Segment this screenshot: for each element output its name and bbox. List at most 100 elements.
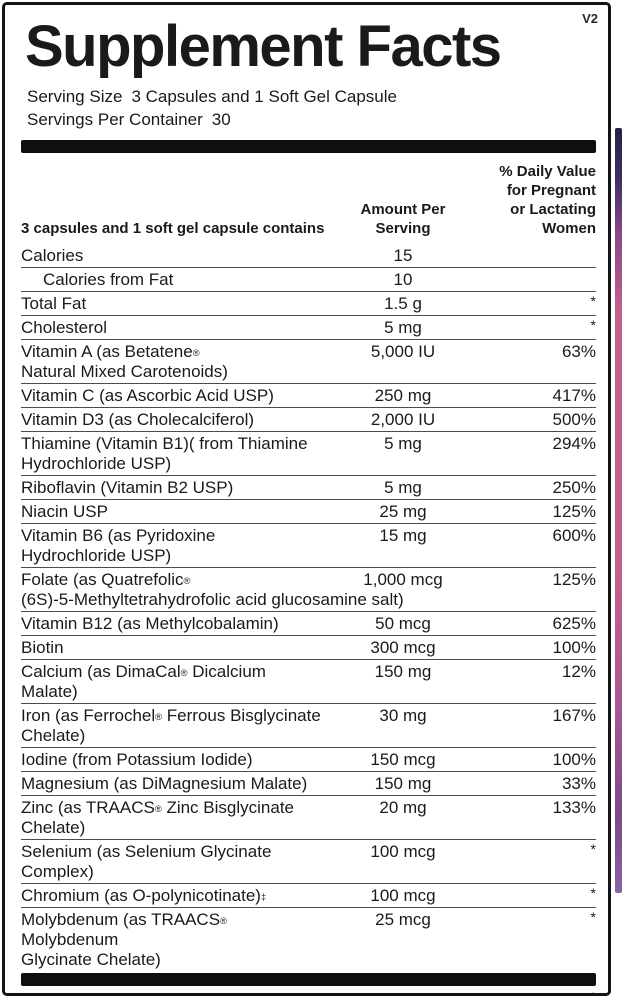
row-amount: 20 mg xyxy=(379,797,427,817)
table-column-headers: 3 capsules and 1 soft gel capsule contai… xyxy=(21,155,596,244)
row-daily-value: * xyxy=(590,884,596,901)
table-row: Total Fat 1.5 g * xyxy=(21,290,596,315)
row-amount: 5 mg xyxy=(384,477,422,497)
row-name: Vitamin B6 (as Pyridoxine Hydrochloride … xyxy=(21,525,216,565)
contains-column-header: 3 capsules and 1 soft gel capsule contai… xyxy=(21,219,325,237)
table-row: Calories from Fat 10 xyxy=(21,266,596,291)
table-row: Molybdenum (as TRAACS® Molybdenum 25 mcg… xyxy=(21,906,596,971)
row-name: Iron (as Ferrochel® Ferrous Bisglycinate… xyxy=(21,705,321,745)
facts-rows: Calories 15 Calories from Fat 10 Total F… xyxy=(21,244,596,993)
table-row: Biotin 300 mcg 100% xyxy=(21,634,596,659)
row-amount: 2,000 IU xyxy=(370,409,436,429)
table-row: Magnesium (as DiMagnesium Malate) 150 mg… xyxy=(21,770,596,795)
serving-size-value: 3 Capsules and 1 Soft Gel Capsule xyxy=(131,87,397,107)
serving-size-row: Serving Size 3 Capsules and 1 Soft Gel Ca… xyxy=(27,86,596,109)
row-name: Total Fat xyxy=(21,293,87,313)
row-name: Calories from Fat xyxy=(43,269,174,289)
row-amount: 15 xyxy=(393,245,413,265)
row-daily-value: 125% xyxy=(552,501,596,521)
supplement-facts-label: V2 Supplement Facts Serving Size 3 Capsul… xyxy=(2,2,611,996)
row-daily-value: 500% xyxy=(552,409,596,429)
row-name: Selenium (as Selenium Glycinate Complex) xyxy=(21,841,272,881)
row-name: Niacin USP xyxy=(21,501,108,521)
row-name: Vitamin B12 (as Methylcobalamin) xyxy=(21,613,279,633)
row-daily-value: 294% xyxy=(552,433,596,453)
table-row: Niacin USP 25 mg 125% xyxy=(21,498,596,523)
table-row: Cholesterol 5 mg * xyxy=(21,314,596,339)
serving-size-label: Serving Size xyxy=(27,87,123,107)
row-daily-value: * xyxy=(590,908,596,925)
table-row: Iron (as Ferrochel® Ferrous Bisglycinate… xyxy=(21,702,596,747)
row-amount: 150 mcg xyxy=(370,749,436,769)
row-amount: 5 mg xyxy=(384,317,422,337)
row-amount: 50 mcg xyxy=(375,613,431,633)
row-name-line2: (6S)-5-Methyltetrahydrofolic acid glucos… xyxy=(21,589,404,609)
header-top-bar xyxy=(21,140,596,154)
table-row: Zinc (as TRAACS® Zinc Bisglycinate Chela… xyxy=(21,794,596,839)
row-name: Thiamine (Vitamin B1)( from Thiamine xyxy=(21,433,308,453)
row-daily-value: * xyxy=(590,292,596,309)
row-amount: 580 mg xyxy=(328,990,478,993)
row-daily-value: * xyxy=(590,840,596,857)
row-daily-value: * xyxy=(590,316,596,333)
row-name: Iodine (from Potassium Iodide) xyxy=(21,749,253,769)
row-daily-value: 33% xyxy=(561,773,596,793)
row-amount: 250 mg xyxy=(374,385,432,405)
row-daily-value: 133% xyxy=(552,797,596,817)
table-row: Chromium (as O-polynicotinate)‡ 100 mcg … xyxy=(21,882,596,907)
table-row: Vitamin A (as Betatene® 5,000 IU 63% Nat… xyxy=(21,338,596,383)
row-amount: 150 mg xyxy=(374,661,432,681)
row-name: Vitamin D3 (as Cholecalciferol) xyxy=(21,409,255,429)
row-name: Calcium (as DimaCal® Dicalcium Malate) xyxy=(21,661,266,701)
row-amount: 1.5 g xyxy=(384,293,422,313)
table-row: Vitamin C (as Ascorbic Acid USP) 250 mg … xyxy=(21,382,596,407)
table-row: DHA (Docosahexaenoic Acid) 580 mg * xyxy=(21,988,596,993)
row-amount: 30 mg xyxy=(379,705,427,725)
row-amount: 1,000 mcg xyxy=(363,569,443,589)
servings-per-container-value: 30 xyxy=(211,110,231,130)
table-row: Folate (as Quatrefolic® 1,000 mcg 125% (… xyxy=(21,566,596,611)
row-amount: 5,000 IU xyxy=(370,341,436,361)
row-name-line2: Natural Mixed Carotenoids) xyxy=(21,361,228,381)
servings-per-container-label: Servings Per Container xyxy=(27,110,203,130)
row-amount: 5 mg xyxy=(384,433,422,453)
row-daily-value: 100% xyxy=(552,637,596,657)
row-daily-value: 600% xyxy=(552,525,596,545)
row-name: Calories xyxy=(21,245,84,265)
row-name: Riboflavin (Vitamin B2 USP) xyxy=(21,477,234,497)
row-name: Zinc (as TRAACS® Zinc Bisglycinate Chela… xyxy=(21,797,294,837)
table-row: Calories 15 xyxy=(21,244,596,267)
row-name: Biotin xyxy=(21,637,64,657)
row-daily-value: 63% xyxy=(561,341,596,361)
amount-column-header: Amount Per Serving xyxy=(360,200,446,237)
table-row: Thiamine (Vitamin B1)( from Thiamine 5 m… xyxy=(21,430,596,475)
label-edge-gradient xyxy=(615,128,622,893)
row-daily-value: 625% xyxy=(552,613,596,633)
row-name-line2: Hydrochloride USP) xyxy=(21,453,172,473)
row-amount: 300 mcg xyxy=(370,637,436,657)
row-amount: 10 xyxy=(393,269,413,289)
row-daily-value: 250% xyxy=(552,477,596,497)
table-row: Iodine (from Potassium Iodide) 150 mcg 1… xyxy=(21,746,596,771)
row-name: Molybdenum (as TRAACS® Molybdenum xyxy=(21,909,227,949)
row-daily-value: 417% xyxy=(552,385,596,405)
servings-per-container-row: Servings Per Container 30 xyxy=(27,109,596,132)
row-name: Chromium (as O-polynicotinate)‡ xyxy=(21,885,267,905)
row-daily-value: 167% xyxy=(552,705,596,725)
row-amount: 25 mg xyxy=(379,501,427,521)
page-title: Supplement Facts xyxy=(25,14,502,79)
row-name: Magnesium (as DiMagnesium Malate) xyxy=(21,773,308,793)
row-daily-value: * xyxy=(478,989,596,993)
row-daily-value: 12% xyxy=(561,661,596,681)
table-row: Vitamin D3 (as Cholecalciferol) 2,000 IU… xyxy=(21,406,596,431)
table-row: Riboflavin (Vitamin B2 USP) 5 mg 250% xyxy=(21,474,596,499)
row-name: Vitamin C (as Ascorbic Acid USP) xyxy=(21,385,274,405)
serving-info: Serving Size 3 Capsules and 1 Soft Gel Ca… xyxy=(27,86,596,132)
row-amount: 100 mcg xyxy=(370,841,436,861)
version-tag: V2 xyxy=(582,11,598,26)
section-divider-bar xyxy=(21,972,596,986)
row-daily-value: 125% xyxy=(552,569,596,589)
row-name-line2: Glycinate Chelate) xyxy=(21,949,161,969)
row-name: Folate (as Quatrefolic® xyxy=(21,569,191,589)
row-amount: 15 mg xyxy=(379,525,427,545)
